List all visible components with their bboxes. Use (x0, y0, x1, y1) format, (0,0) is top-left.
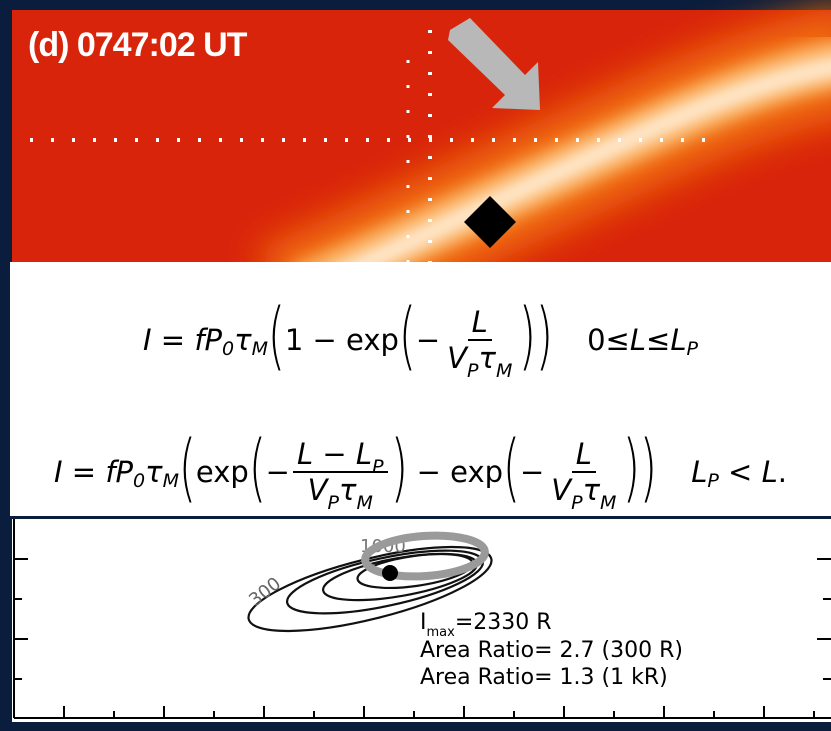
denominator: VPτM (304, 473, 377, 507)
symbol: exp (196, 455, 249, 489)
variable: τ (478, 341, 495, 375)
subscript: P (707, 470, 718, 492)
subscript: P (372, 456, 383, 478)
variable: τ (583, 473, 600, 507)
variable: L (472, 305, 488, 339)
stats-line: Area Ratio= 2.7 (300 R) (420, 638, 683, 663)
subscript: M (163, 470, 179, 492)
variable: V (447, 341, 467, 375)
subscript: P (571, 492, 582, 514)
bracket: ) (390, 431, 407, 505)
variable: I (54, 455, 63, 489)
variable: L (691, 455, 707, 489)
symbol: − (520, 455, 544, 489)
image-panel: (d) 0747:02 UT (0, 0, 831, 262)
variable: L (762, 455, 778, 489)
variable: L (297, 437, 313, 471)
bracket: ) (519, 299, 536, 373)
panel-label: (d) 0747:02 UT (28, 26, 248, 64)
variable: fP (105, 455, 133, 489)
symbol: < (719, 455, 762, 489)
variable: L (356, 437, 372, 471)
symbol: ≤ (646, 323, 670, 357)
symbol: − (313, 437, 356, 471)
subscript: M (252, 338, 268, 360)
variable: I (143, 323, 152, 357)
subscript: P (687, 338, 698, 360)
stats-line: Area Ratio= 1.3 (1 kR) (420, 665, 668, 690)
symbol: = (63, 455, 106, 489)
bracket: ) (536, 299, 553, 373)
symbol: = (152, 323, 195, 357)
variable: L (630, 323, 646, 357)
symbol: − exp (407, 455, 503, 489)
contour-plot: 1000 300 Imax=2330 R Area Ratio= 2.7 (30… (0, 519, 831, 731)
denominator: VPτM (547, 473, 620, 507)
numerator: L (572, 437, 596, 473)
variable: τ (145, 455, 162, 489)
variable: τ (339, 473, 356, 507)
subscript: P (328, 492, 339, 514)
denominator: VPτM (443, 341, 516, 375)
bracket: ) (640, 431, 657, 505)
bracket: ( (179, 431, 196, 505)
variable: V (551, 473, 571, 507)
bracket: ( (399, 299, 416, 373)
bracket: ( (249, 431, 266, 505)
bracket: ( (503, 431, 520, 505)
numerator: L − LP (293, 437, 388, 473)
symbol: − (266, 455, 290, 489)
subscript: 0 (222, 338, 234, 360)
symbol: − (416, 323, 440, 357)
subscript: P (467, 360, 478, 382)
stats-text: =2330 R (455, 610, 552, 635)
variable: V (308, 473, 328, 507)
variable: τ (234, 323, 251, 357)
subscript: 0 (133, 470, 145, 492)
bracket: ) (623, 431, 640, 505)
symbol: 1 − exp (285, 323, 399, 357)
symbol: 0≤ (587, 323, 630, 357)
page: (d) 0747:02 UT I = fP0τM(1 − exp(−LVPτM)… (0, 0, 831, 731)
variable: L (670, 323, 686, 357)
subscript: M (496, 360, 512, 382)
symbol: . (778, 455, 787, 489)
subscript: M (600, 492, 616, 514)
peak-marker (382, 565, 398, 581)
subscript: M (356, 492, 372, 514)
variable: L (576, 437, 592, 471)
bracket: ( (268, 299, 285, 373)
variable: fP (194, 323, 222, 357)
numerator: L (468, 305, 492, 341)
